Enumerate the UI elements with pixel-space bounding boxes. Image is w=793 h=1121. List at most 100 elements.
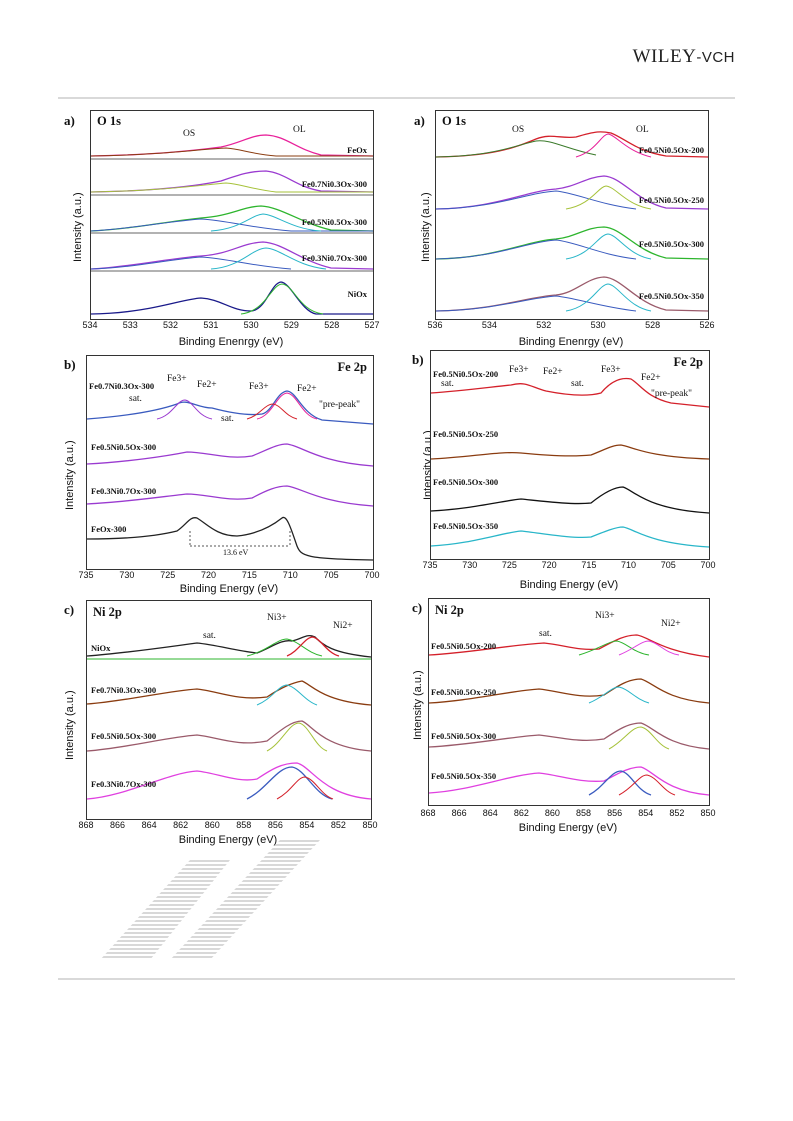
x-tick-label: 850 (362, 820, 378, 830)
annotation-fe2: Fe2+ (297, 384, 317, 394)
x-tick-label: 866 (110, 820, 126, 830)
annotation-fe3: Fe3+ (167, 374, 187, 384)
trace-label: Fe0.7Ni0.3Ox-300 (301, 179, 367, 189)
ni2p-right-plot: Ni 2p Fe0.5Ni0.5Ox-200 sat. Ni3+ Ni2+ Fe… (428, 598, 710, 806)
trace-label: NiOx (347, 289, 367, 299)
x-tick-label: 858 (236, 820, 252, 830)
annotation-os: OS (183, 129, 196, 139)
panel-title: Ni 2p (93, 605, 122, 619)
x-tick-label: 530 (243, 320, 259, 330)
x-tick-label: 532 (163, 320, 179, 330)
annotation-fe3: Fe3+ (509, 365, 529, 375)
panel-c-left-label: c) (64, 602, 75, 617)
x-axis-label: Binding Enenrgy (eV) (518, 336, 624, 348)
trace-label: NiOx (91, 643, 111, 653)
x-tick-label: 710 (621, 560, 637, 570)
annotation-gap: 13.6 eV (223, 548, 249, 557)
annotation-ol: OL (293, 125, 306, 135)
x-tick-label: 868 (78, 820, 94, 830)
x-tick-label: 856 (607, 808, 623, 818)
trace-label: Fe0.5Ni0.5Ox-300 (301, 217, 367, 227)
header-rule (58, 97, 735, 99)
annotation-ni3: Ni3+ (267, 613, 287, 623)
x-tick-label: 852 (669, 808, 685, 818)
x-tick-label: 720 (201, 570, 217, 580)
panel-title: Ni 2p (435, 603, 464, 617)
trace-label: Fe0.5Ni0.5Ox-250 (431, 687, 497, 697)
footer-rule (58, 978, 735, 980)
x-tick-label: 530 (590, 320, 606, 330)
x-tick-label: 862 (173, 820, 189, 830)
watermark-arrow-graphic (100, 840, 320, 960)
x-tick-label: 715 (241, 570, 257, 580)
trace-feox-raw (90, 134, 374, 157)
annotation-fe2: Fe2+ (543, 367, 563, 377)
annotation-prepeak: "pre-peak" (319, 400, 360, 410)
trace-label: Fe0.3Ni0.7Ox-300 (301, 253, 367, 263)
x-tick-label: 864 (141, 820, 157, 830)
panel-a-right-label: a) (414, 113, 425, 128)
x-tick-label: 534 (481, 320, 497, 330)
panel-c-right-label: c) (412, 600, 423, 615)
x-tick-label: 705 (660, 560, 676, 570)
trace-label: Fe0.5Ni0.5Ox-350 (433, 521, 499, 531)
annotation-fe3: Fe3+ (249, 382, 269, 392)
annotation-sat: sat. (203, 631, 216, 641)
x-tick-label: 866 (451, 808, 467, 818)
panel-title: Fe 2p (673, 355, 703, 369)
fe2p-left-svg (86, 390, 374, 561)
x-tick-label: 534 (82, 320, 98, 330)
y-axis-label: Intensity (a.u.) (64, 690, 76, 760)
trace-label: Fe0.5Ni0.5Ox-200 (431, 641, 497, 651)
annotation-sat: sat. (221, 414, 234, 424)
ni2p-right-svg (428, 634, 710, 796)
x-tick-label: 528 (645, 320, 661, 330)
fe2p-right-plot: Fe 2p Fe0.5Ni0.5Ox-200 sat. Fe3+ Fe2+ sa… (430, 350, 710, 560)
annotation-sat: sat. (539, 629, 552, 639)
publisher-logo: WILEY-VCH (632, 46, 735, 67)
x-tick-label: 730 (462, 560, 478, 570)
panel-a-left-label: a) (64, 113, 75, 128)
annotation-prepeak: "pre-peak" (651, 389, 692, 399)
fe2p-left-plot: Fe 2p Fe0.7Ni0.3Ox-300 sat. Fe3+ Fe2+ sa… (86, 355, 374, 570)
x-tick-label: 526 (699, 320, 715, 330)
trace-label: Fe0.5Ni0.5Ox-200 (433, 369, 499, 379)
x-tick-label: 715 (581, 560, 597, 570)
trace-label: Fe0.5Ni0.5Ox-350 (638, 291, 704, 301)
annotation-sat: sat. (571, 379, 584, 389)
x-axis-label: Binding Energy (eV) (519, 579, 619, 591)
x-tick-label: 858 (576, 808, 592, 818)
annotation-ni3: Ni3+ (595, 611, 615, 621)
x-tick-label: 852 (330, 820, 346, 830)
trace-label: Fe0.5Ni0.5Ox-300 (433, 477, 499, 487)
trace-label: Fe0.3Ni0.7Ox-300 (91, 779, 157, 789)
trace-label: Fe0.5Ni0.5Ox-250 (638, 195, 704, 205)
trace-label: Fe0.7Ni0.3Ox-300 (91, 685, 157, 695)
trace-label: Fe0.5Ni0.5Ox-300 (431, 731, 497, 741)
x-tick-label: 705 (323, 570, 339, 580)
annotation-ni2: Ni2+ (333, 621, 353, 631)
panel-title: Fe 2p (337, 360, 367, 374)
ni2p-left-svg (86, 635, 372, 800)
x-tick-label: 527 (364, 320, 380, 330)
trace-label: FeOx (347, 145, 367, 155)
x-tick-label: 533 (122, 320, 138, 330)
x-tick-label: 868 (420, 808, 436, 818)
annotation-sat: sat. (129, 394, 142, 404)
trace-label: Fe0.5Ni0.5Ox-250 (433, 429, 499, 439)
annotation-fe3: Fe3+ (601, 365, 621, 375)
y-axis-label: Intensity (a.u.) (72, 192, 84, 262)
x-tick-label: 528 (324, 320, 340, 330)
x-tick-label: 850 (700, 808, 716, 818)
y-axis-label: Intensity (a.u.) (64, 440, 76, 510)
x-tick-label: 531 (203, 320, 219, 330)
x-tick-label: 720 (541, 560, 557, 570)
trace-label: Fe0.7Ni0.3Ox-300 (89, 381, 155, 391)
o1s-right-svg (435, 131, 709, 312)
trace-label: Fe0.5Ni0.5Ox-350 (431, 771, 497, 781)
trace-label: Fe0.5Ni0.5Ox-200 (638, 145, 704, 155)
x-tick-label: 862 (513, 808, 529, 818)
trace-label: Fe0.5Ni0.5Ox-300 (638, 239, 704, 249)
annotation-fe2: Fe2+ (641, 373, 661, 383)
annotation-sat: sat. (441, 379, 454, 389)
